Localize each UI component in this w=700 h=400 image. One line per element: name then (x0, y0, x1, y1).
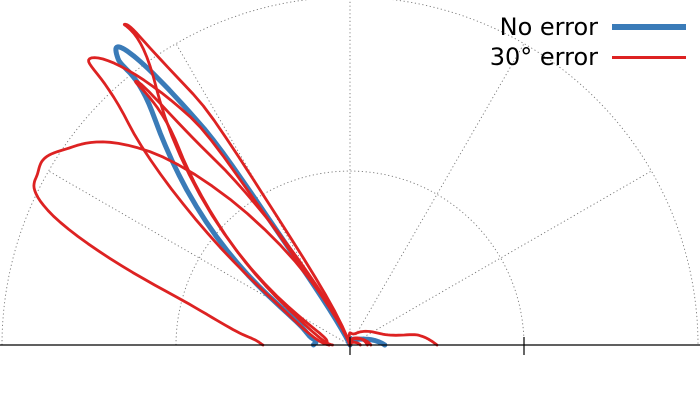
legend-swatch-30-error (612, 55, 686, 59)
angular-gridline (349, 43, 525, 346)
error-30-curve-1 (32, 140, 439, 347)
legend: No error 30° error (490, 12, 686, 72)
legend-swatch-no-error (612, 24, 686, 30)
error-30-curve-3 (122, 22, 362, 347)
radial-gridline (1, 0, 699, 346)
angular-gridline (349, 170, 652, 346)
legend-label: 30° error (489, 43, 598, 71)
axes (0, 337, 700, 355)
legend-item-30-error: 30° error (490, 42, 686, 72)
radial-gridline (175, 170, 525, 346)
legend-item-no-error: No error (490, 12, 686, 42)
series-layer (32, 22, 439, 348)
legend-label: No error (499, 13, 598, 41)
